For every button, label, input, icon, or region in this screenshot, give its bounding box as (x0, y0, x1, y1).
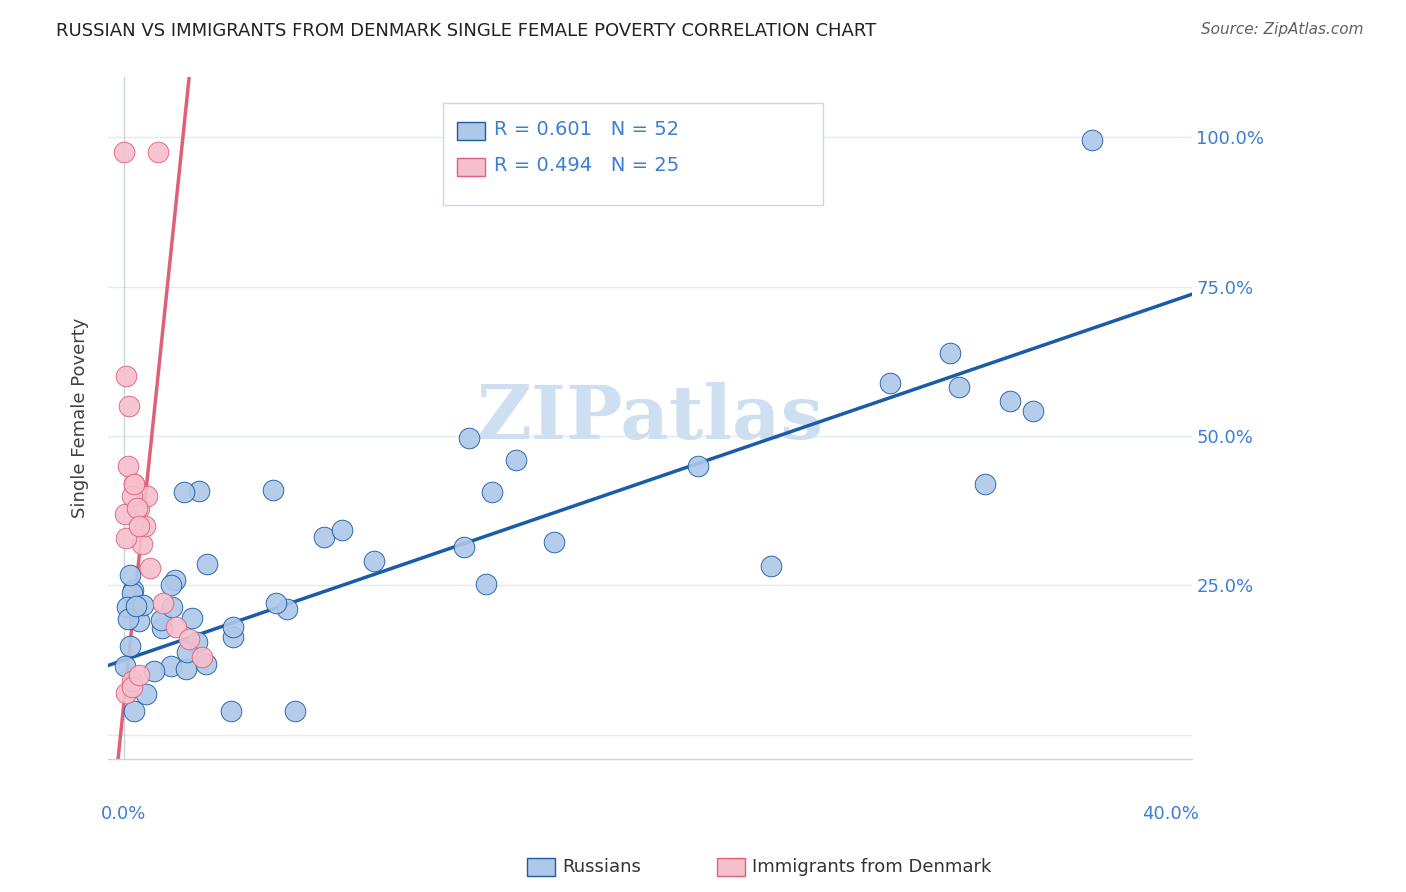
Point (159, 658, 181, 673)
Point (1081, 133, 1104, 147)
Point (152, 596, 174, 610)
Point (284, 704, 307, 718)
Point (197, 557, 219, 571)
Point (136, 489, 159, 503)
Point (149, 613, 172, 627)
Point (114, 659, 136, 673)
Point (505, 452, 527, 467)
Point (222, 620, 245, 634)
Text: 0.0%: 0.0% (101, 805, 146, 823)
Point (1022, 404, 1045, 418)
Point (332, 524, 354, 538)
Point (139, 560, 162, 574)
Point (165, 620, 187, 634)
Point (121, 674, 143, 689)
Point (974, 477, 997, 491)
Point (222, 630, 245, 644)
Point (121, 582, 143, 597)
Point (188, 484, 211, 499)
Point (879, 376, 901, 390)
Point (128, 518, 150, 533)
Point (143, 665, 166, 679)
Point (114, 531, 136, 545)
Point (457, 431, 479, 445)
Point (948, 380, 970, 394)
Point (219, 704, 242, 718)
Point (122, 476, 145, 491)
Point (163, 573, 186, 587)
Text: R = 0.601   N = 52: R = 0.601 N = 52 (494, 120, 679, 139)
Point (474, 577, 496, 591)
Point (453, 541, 475, 555)
Point (131, 536, 153, 550)
Text: R = 0.494   N = 25: R = 0.494 N = 25 (494, 155, 679, 175)
Point (121, 680, 143, 694)
Point (314, 530, 336, 544)
Point (122, 704, 145, 718)
Point (115, 369, 138, 384)
Point (125, 599, 148, 613)
Point (159, 578, 181, 592)
Point (543, 534, 565, 549)
Point (121, 586, 143, 600)
Point (186, 635, 208, 649)
Text: Immigrants from Denmark: Immigrants from Denmark (752, 858, 991, 876)
Point (128, 668, 150, 682)
Point (115, 686, 138, 700)
Point (191, 650, 214, 665)
Point (1000, 394, 1022, 409)
Point (173, 485, 195, 500)
Point (194, 657, 217, 671)
Point (121, 489, 143, 503)
Point (363, 554, 385, 568)
Text: RUSSIAN VS IMMIGRANTS FROM DENMARK SINGLE FEMALE POVERTY CORRELATION CHART: RUSSIAN VS IMMIGRANTS FROM DENMARK SINGL… (56, 22, 876, 40)
Text: Source: ZipAtlas.com: Source: ZipAtlas.com (1201, 22, 1364, 37)
Point (262, 483, 284, 498)
Text: 40.0%: 40.0% (1142, 805, 1199, 823)
Point (176, 644, 198, 658)
Point (939, 346, 962, 360)
Point (117, 458, 139, 473)
Point (134, 518, 156, 533)
Point (118, 399, 141, 413)
Point (481, 484, 503, 499)
Point (759, 558, 782, 573)
Point (179, 632, 201, 647)
Point (120, 567, 142, 582)
Point (128, 614, 150, 628)
Point (118, 639, 141, 653)
Point (135, 687, 157, 701)
Point (115, 600, 138, 615)
Point (114, 145, 136, 160)
Point (264, 596, 287, 610)
Y-axis label: Single Female Poverty: Single Female Poverty (72, 318, 89, 518)
Point (125, 500, 148, 515)
Text: ZIPatlas: ZIPatlas (477, 382, 824, 455)
Point (276, 602, 298, 616)
Point (114, 507, 136, 521)
Point (128, 500, 150, 515)
Point (131, 598, 153, 612)
Point (160, 599, 183, 614)
Point (146, 145, 169, 160)
Point (686, 459, 709, 474)
Text: Russians: Russians (562, 858, 641, 876)
Point (122, 476, 145, 491)
Point (150, 621, 173, 635)
Point (181, 611, 204, 625)
Point (117, 612, 139, 626)
Point (174, 662, 197, 676)
